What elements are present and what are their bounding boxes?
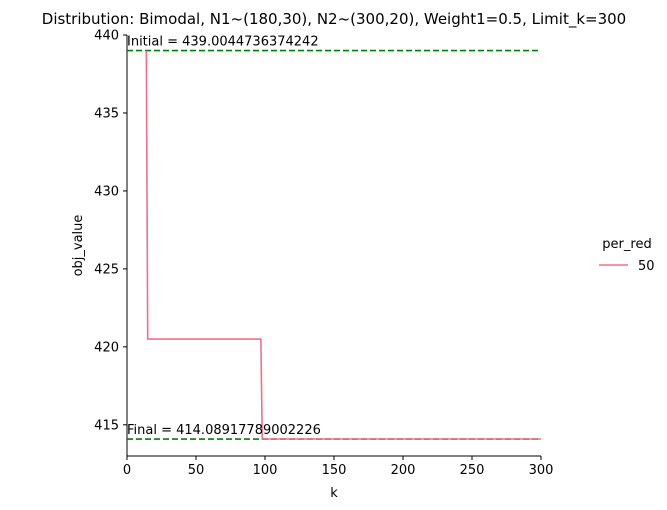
x-axis-label: k (330, 486, 338, 501)
y-axis-label: obj_value (71, 215, 86, 277)
annotations: Initial = 439.0044736374242 Final = 414.0… (127, 35, 321, 438)
y-tick-label: 430 (94, 184, 119, 199)
series-line (145, 50, 541, 440)
x-tick-label: 200 (391, 463, 416, 478)
x-tick-label: 50 (188, 463, 205, 478)
annotation-text: Initial = 439.0044736374242 (127, 35, 319, 50)
series-lines (145, 50, 541, 440)
y-tick-label: 420 (94, 340, 119, 355)
x-tick-label: 250 (460, 463, 485, 478)
annotation-text: Final = 414.08917789002226 (127, 423, 321, 438)
legend-title: per_red (602, 237, 651, 252)
y-axis-ticks: 415 420 425 430 435 440 (94, 29, 127, 433)
y-tick-label: 425 (94, 262, 119, 277)
x-tick-label: 150 (322, 463, 347, 478)
y-tick-label: 440 (94, 29, 119, 44)
reference-lines (127, 49, 541, 440)
x-tick-label: 100 (253, 463, 278, 478)
y-tick-label: 415 (94, 418, 119, 433)
legend-label: 50 (638, 259, 655, 274)
chart-title: Distribution: Bimodal, N1~(180,30), N2~(… (42, 10, 626, 29)
y-tick-label: 435 (94, 106, 119, 121)
x-tick-label: 0 (123, 463, 131, 478)
x-axis-ticks: 0 50 100 150 200 250 300 (123, 456, 554, 478)
legend-items: 50 (599, 259, 655, 274)
legend: per_red 50 (599, 237, 655, 274)
axes (126, 35, 541, 457)
x-tick-label: 300 (529, 463, 554, 478)
